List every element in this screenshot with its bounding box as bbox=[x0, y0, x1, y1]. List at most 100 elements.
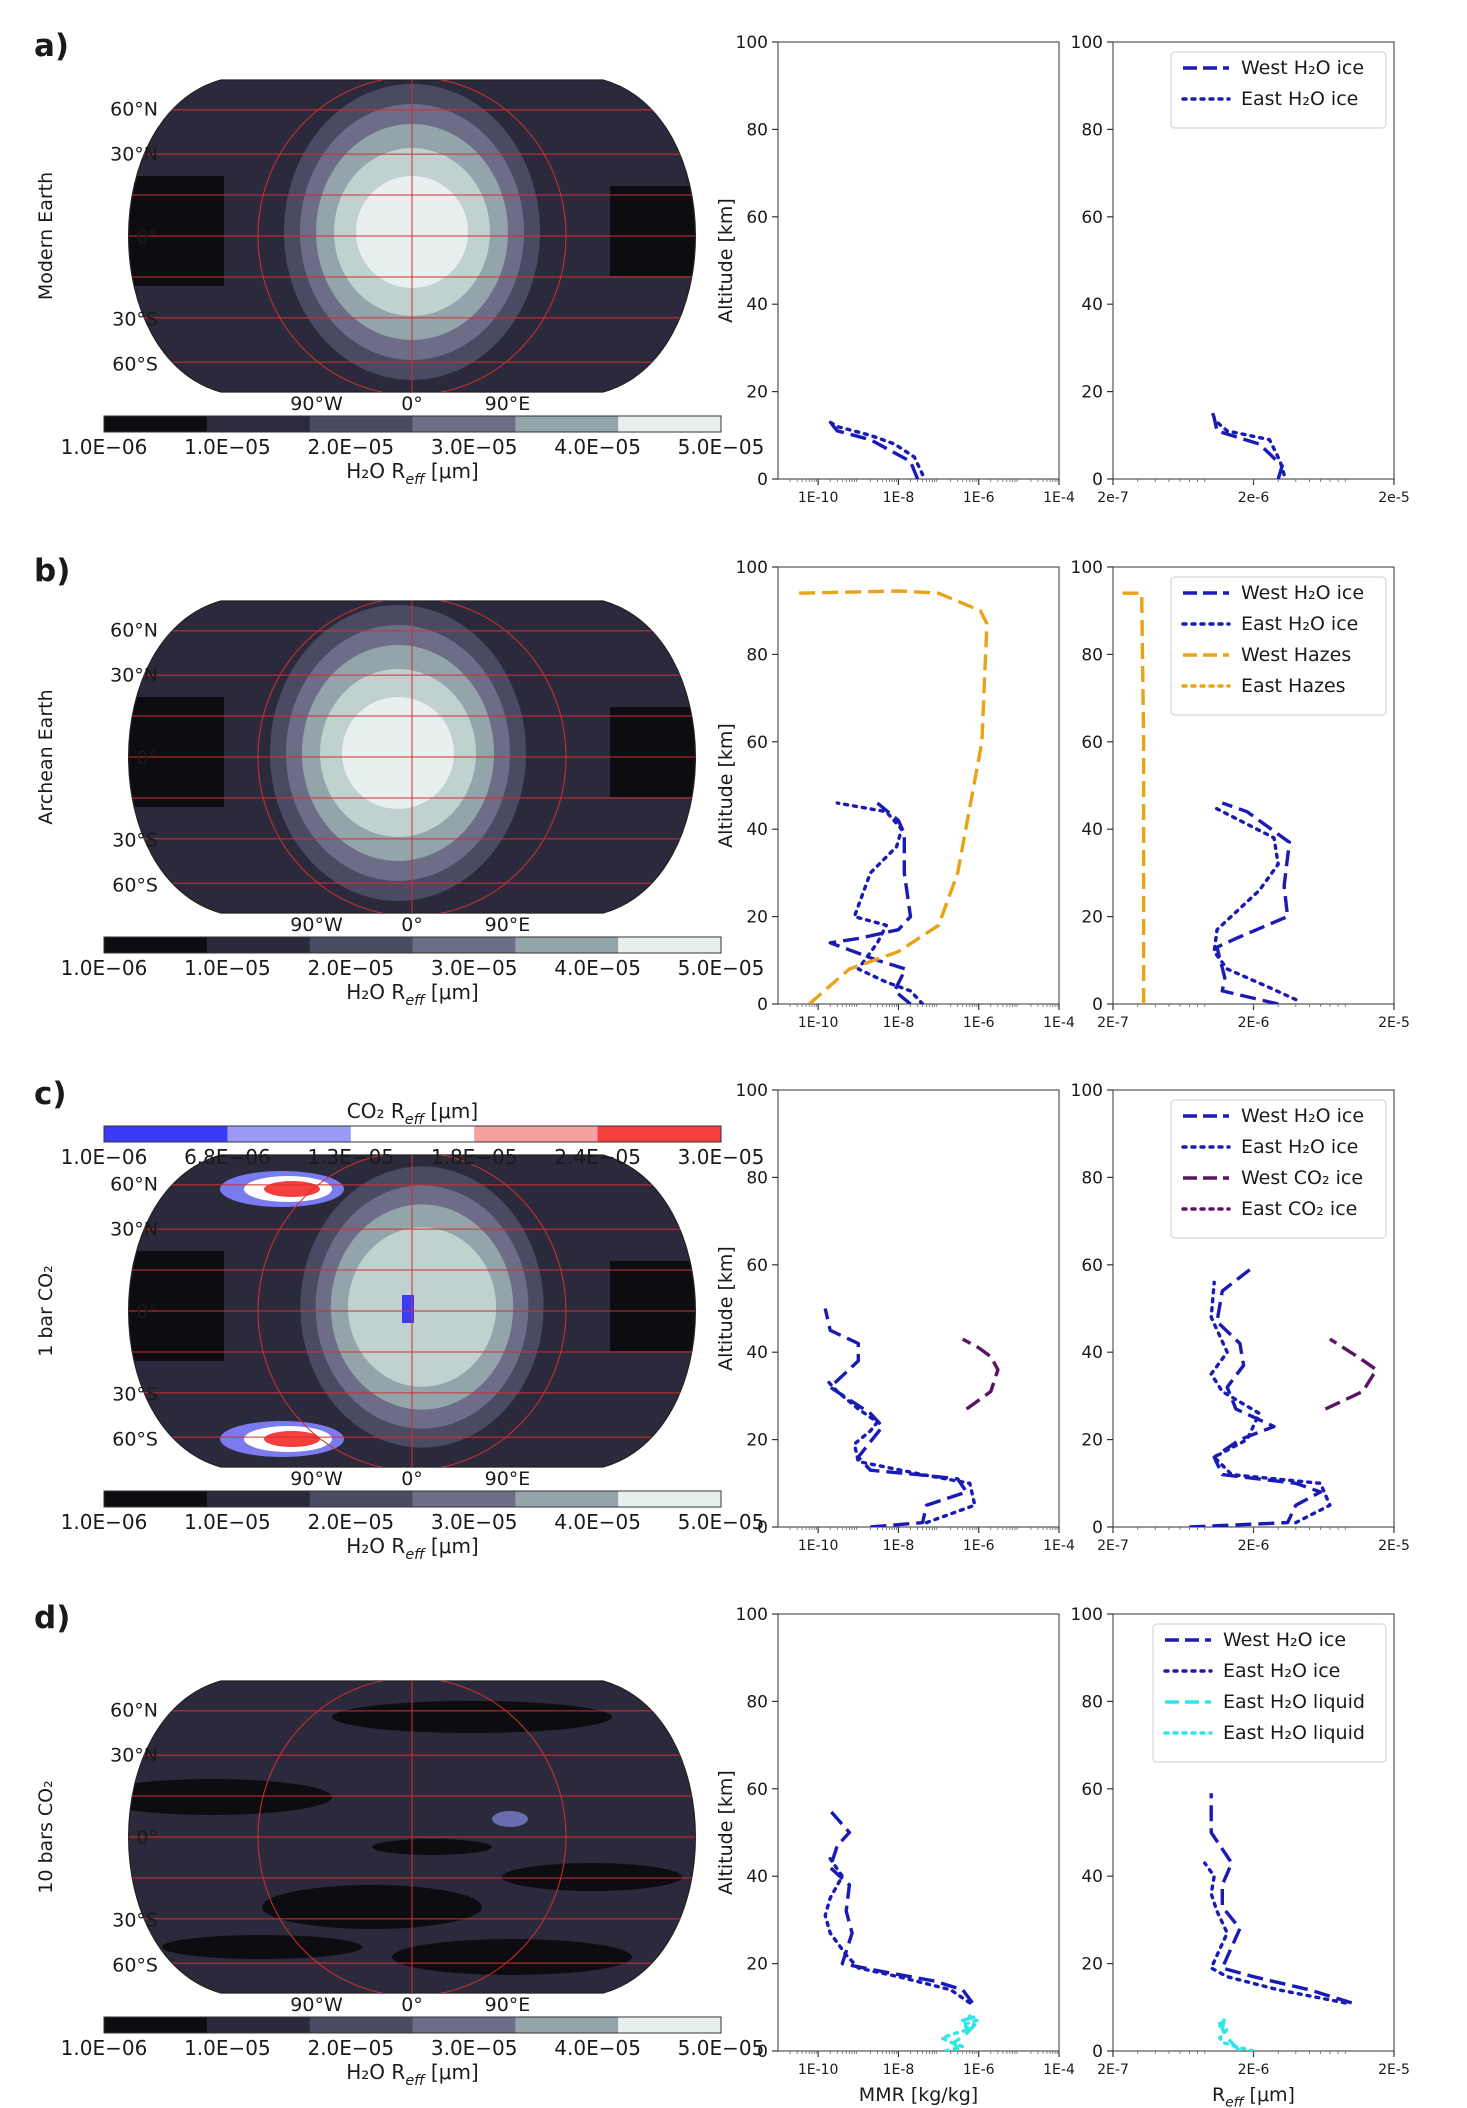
colorbar-bin bbox=[104, 1491, 208, 1507]
x-tick-label: 1E-10 bbox=[798, 490, 839, 506]
longitude-label: 0° bbox=[401, 1468, 423, 1490]
legend-entry: East H₂O ice bbox=[1223, 1660, 1340, 1682]
x-tick-label: 2E-7 bbox=[1097, 1015, 1129, 1031]
y-tick-label: 80 bbox=[746, 120, 768, 140]
colorbar-bin bbox=[412, 416, 516, 432]
plot-frame bbox=[777, 566, 1060, 1005]
map-contour bbox=[128, 176, 224, 286]
map-2: 60°N 30°N 0° 30°S 60°S 1 bar CO₂ 90°W 0° 90°E bbox=[35, 1154, 696, 1490]
legend-entry: West H₂O ice bbox=[1241, 57, 1364, 79]
colorbar-bin bbox=[515, 1491, 619, 1507]
latitude-label: 60°N bbox=[110, 1174, 158, 1196]
plot-frame bbox=[777, 1089, 1060, 1528]
y-tick-label: 80 bbox=[1081, 645, 1103, 665]
x-tick-label: 1E-10 bbox=[798, 1015, 839, 1031]
y-tick-label: 20 bbox=[746, 1955, 768, 1975]
map-outline bbox=[128, 79, 696, 393]
colorbar-tick-label: 2.4E−05 bbox=[554, 1145, 641, 1169]
colorbar-bin bbox=[206, 937, 311, 953]
y-tick-label: 80 bbox=[1081, 1168, 1103, 1188]
y-axis-label: Altitude [km] bbox=[715, 1246, 737, 1371]
longitude-label: 90°W bbox=[290, 1994, 343, 2016]
colorbar-frame bbox=[103, 2016, 722, 2034]
legend: West H₂O ice East H₂O ice West Hazes East H… bbox=[1170, 576, 1387, 716]
mmr-plot-3: 0 20 40 60 80 100 Altitude [km] 1E-10 1E-8 1E-6 1E… bbox=[715, 1605, 1075, 2106]
longitude-label: 90°W bbox=[290, 1468, 343, 1490]
colorbar-tick-label: 2.0E−05 bbox=[307, 1510, 394, 1534]
y-tick-label: 40 bbox=[746, 1867, 768, 1887]
colorbar-frame bbox=[103, 1125, 722, 1143]
x-axis-label: MMR [kg/kg] bbox=[859, 2084, 978, 2106]
latitude-label: 30°N bbox=[110, 1218, 158, 1240]
colorbar-bin bbox=[104, 2017, 208, 2033]
x-axis-label: Reff [μm] bbox=[1212, 2084, 1295, 2108]
reff-plot-2: 0 20 40 60 80 100 2E-7 2E-6 2E-5 West H₂O ice East… bbox=[1071, 1081, 1410, 1554]
colorbar-tick-label: 1.0E−05 bbox=[184, 956, 271, 980]
map-contour bbox=[502, 1863, 682, 1891]
series-group bbox=[1116, 591, 1298, 1004]
series-line-east-h-o-liquid bbox=[1220, 2015, 1242, 2051]
h2o-colorbar-1: 1.0E−06 1.0E−05 2.0E−05 3.0E−05 4.0E−05 5.0E−… bbox=[61, 936, 764, 1009]
colorbar-tick-label: 3.0E−05 bbox=[678, 1145, 765, 1169]
y-tick-label: 60 bbox=[1081, 208, 1103, 228]
colorbar-bin bbox=[206, 2017, 311, 2033]
map-field bbox=[128, 1155, 696, 1467]
mmr-plot-1: 0 20 40 60 80 100 Altitude [km] 1E-10 1E-8 1E-6 1E… bbox=[715, 558, 1075, 1031]
y-tick-label: 0 bbox=[757, 470, 768, 490]
series-line-east-h-o-ice bbox=[1215, 420, 1286, 477]
colorbar-tick-label: 5.0E−05 bbox=[678, 1510, 765, 1534]
map-contour bbox=[392, 1939, 632, 1975]
colorbar-tick-label: 4.0E−05 bbox=[554, 435, 641, 459]
colorbar-bin bbox=[206, 1491, 311, 1507]
h2o-colorbar-0: 1.0E−06 1.0E−05 2.0E−05 3.0E−05 4.0E−05 5.0E−… bbox=[61, 415, 765, 488]
colorbar-tick-label: 1.0E−05 bbox=[184, 1510, 271, 1534]
h2o-colorbar-3: 1.0E−06 1.0E−05 2.0E−05 3.0E−05 4.0E−05 5.0E−… bbox=[61, 2016, 764, 2089]
colorbar-bin bbox=[618, 937, 721, 953]
co2-polar-patch bbox=[220, 1421, 344, 1457]
map-outline bbox=[128, 1680, 696, 1994]
colorbar-tick-label: 1.8E−05 bbox=[431, 1145, 518, 1169]
y-tick-label: 20 bbox=[1081, 1955, 1103, 1975]
y-axis-label: Altitude [km] bbox=[715, 723, 737, 848]
y-tick-label: 40 bbox=[1081, 1867, 1103, 1887]
y-tick-label: 60 bbox=[746, 1256, 768, 1276]
y-axis-label: Altitude [km] bbox=[715, 1770, 737, 1895]
map-outline bbox=[128, 1154, 696, 1468]
colorbar-bin bbox=[227, 1126, 352, 1142]
y-tick-label: 20 bbox=[746, 383, 768, 403]
y-tick-label: 80 bbox=[1081, 1692, 1103, 1712]
map-row-label: Modern Earth bbox=[35, 172, 57, 300]
colorbar-tick-label: 1.0E−05 bbox=[184, 2036, 271, 2060]
map-outline bbox=[128, 600, 696, 914]
map-contour bbox=[128, 1779, 332, 1815]
latitude-label: 60°S bbox=[112, 1954, 158, 1976]
y-tick-label: 80 bbox=[746, 645, 768, 665]
map-3: 60°N 30°N 0° 30°S 60°S 10 bars CO₂ 90°W 0° 90°E bbox=[35, 1680, 696, 2016]
series-line-west-h-o-ice bbox=[828, 801, 913, 1004]
colorbar-bin bbox=[474, 1126, 599, 1142]
y-tick-label: 100 bbox=[736, 558, 768, 578]
colorbar-bin bbox=[350, 1126, 475, 1142]
y-tick-label: 100 bbox=[736, 33, 768, 53]
x-tick-label: 2E-7 bbox=[1097, 2062, 1129, 2078]
latitude-label: 0° bbox=[136, 226, 158, 248]
panel-label: c) bbox=[34, 1076, 67, 1112]
legend-box bbox=[1170, 576, 1387, 716]
longitude-label: 90°W bbox=[290, 914, 343, 936]
panel-label: b) bbox=[34, 553, 70, 589]
graticule bbox=[128, 1155, 696, 1467]
legend-entry: East H₂O ice bbox=[1241, 1136, 1358, 1158]
series-line-west-co-ice bbox=[961, 1337, 1000, 1411]
colorbar-tick-label: 5.0E−05 bbox=[678, 435, 765, 459]
series-line-east-h-o-liquid bbox=[952, 2014, 980, 2051]
colorbar-bin bbox=[412, 1491, 516, 1507]
series-line-west-co-ice bbox=[1324, 1337, 1379, 1411]
colorbar-tick-label: 1.0E−06 bbox=[61, 2036, 148, 2060]
legend: West H₂O ice East H₂O ice bbox=[1170, 51, 1387, 129]
co2-colorbar-title: CO₂ Reff [μm] bbox=[347, 1099, 478, 1128]
series-group bbox=[823, 1308, 1000, 1527]
legend-entry: West H₂O ice bbox=[1241, 1105, 1364, 1127]
x-tick-label: 1E-6 bbox=[963, 2062, 995, 2078]
legend: West H₂O ice East H₂O ice West CO₂ ice East… bbox=[1170, 1099, 1387, 1239]
colorbar-frame bbox=[103, 1490, 722, 1508]
